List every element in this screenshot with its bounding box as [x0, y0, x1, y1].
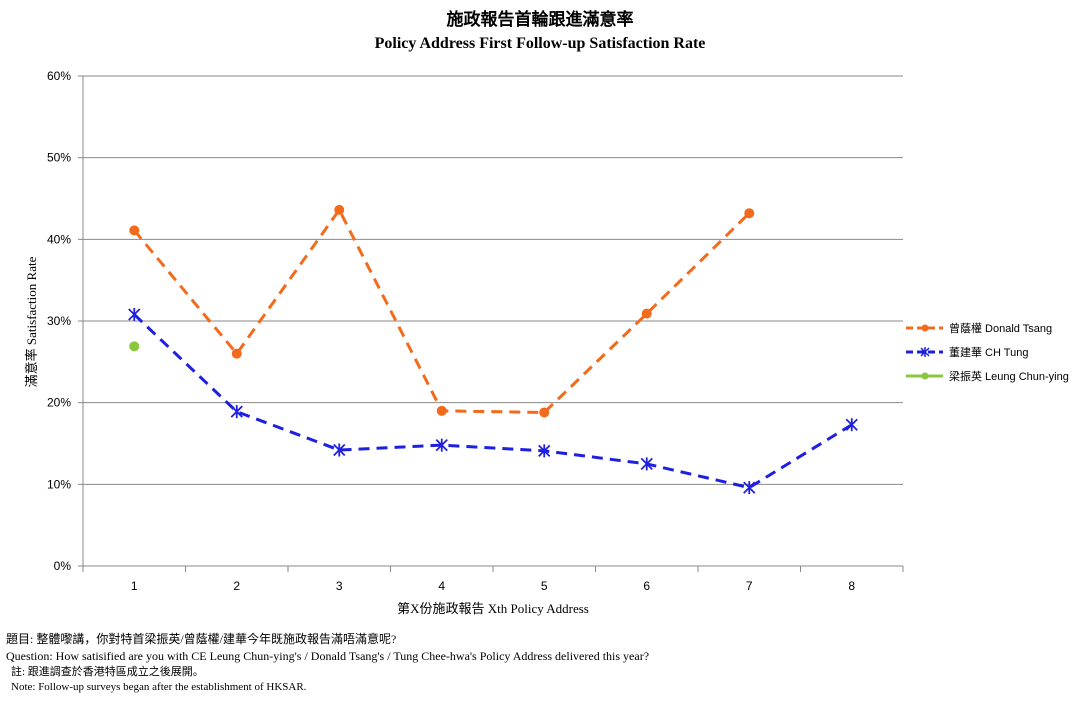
- x-tick-label: 2: [233, 579, 240, 593]
- y-tick-label: 40%: [47, 232, 71, 246]
- data-point-tung: [435, 438, 448, 452]
- x-tick-label: 1: [131, 579, 138, 593]
- legend-label: 曾蔭權 Donald Tsang: [949, 321, 1052, 335]
- legend-marker: [920, 347, 930, 357]
- data-point-tsang: [539, 407, 550, 418]
- x-tick-label: 3: [336, 579, 343, 593]
- data-point-tung: [845, 418, 858, 432]
- data-point-tung: [640, 457, 653, 471]
- x-tick-label: 8: [848, 579, 855, 593]
- legend-marker: [921, 324, 929, 332]
- y-tick-label: 60%: [47, 69, 71, 83]
- x-tick-label: 6: [643, 579, 650, 593]
- data-point-tung: [128, 307, 141, 321]
- legend-marker: [921, 372, 929, 380]
- data-point-tsang: [436, 405, 447, 416]
- data-point-tsang: [129, 225, 140, 236]
- notes: 題目: 整體嚟講，你對特首梁振英/曾蔭權/建華今年既施政報告滿唔滿意呢? Que…: [6, 631, 1066, 695]
- x-tick-label: 5: [541, 579, 548, 593]
- x-axis-ticks: 1 2 3 4 5 6 7 8: [82, 566, 904, 593]
- series-layer: [128, 204, 858, 495]
- y-tick-label: 30%: [47, 314, 71, 328]
- chart-title: 施政報告首輪跟進滿意率: [447, 9, 634, 29]
- data-point-leung: [129, 341, 140, 352]
- chart-subtitle: Policy Address First Follow-up Satisfact…: [375, 35, 706, 52]
- series-line-tung: [133, 313, 853, 490]
- legend-item-tsang: 曾蔭權 Donald Tsang: [906, 321, 1052, 335]
- legend-item-tung: 董建華 CH Tung: [906, 345, 1028, 359]
- data-point-tung: [743, 481, 756, 495]
- y-tick-label: 20%: [47, 396, 71, 410]
- data-point-tsang: [641, 308, 652, 319]
- data-point-tsang: [334, 204, 345, 215]
- question-en: Question: How satisified are you with CE…: [6, 649, 650, 663]
- x-axis-label: 第X份施政報告 Xth Policy Address: [397, 601, 589, 616]
- y-tick-label: 10%: [47, 477, 71, 491]
- data-point-tsang: [231, 348, 242, 359]
- x-tick-label: 4: [438, 579, 445, 593]
- legend-label: 梁振英 Leung Chun-ying: [949, 369, 1069, 383]
- gridlines: [83, 75, 903, 567]
- y-axis-label: 滿意率 Satisfaction Rate: [24, 256, 39, 387]
- legend-label: 董建華 CH Tung: [949, 345, 1028, 359]
- question-zh: 題目: 整體嚟講，你對特首梁振英/曾蔭權/建華今年既施政報告滿唔滿意呢?: [6, 632, 397, 646]
- data-point-tsang: [744, 208, 755, 219]
- note-en: Note: Follow-up surveys began after the …: [11, 681, 307, 693]
- data-point-tung: [230, 405, 243, 419]
- y-tick-label: 0%: [54, 559, 72, 573]
- y-axis-ticks: 0% 10% 20% 30% 40% 50% 60%: [47, 69, 83, 573]
- legend: 曾蔭權 Donald Tsang 董建華 CH Tung 梁振英 Leung Chu…: [906, 321, 1069, 383]
- x-tick-label: 7: [746, 579, 753, 593]
- legend-item-leung: 梁振英 Leung Chun-ying: [906, 369, 1069, 383]
- data-point-tung: [333, 443, 346, 457]
- data-point-tung: [538, 444, 551, 458]
- note-zh: 註: 跟進調查於香港特區成立之後展開。: [11, 666, 204, 678]
- y-tick-label: 50%: [47, 151, 71, 165]
- series-line-tsang: [133, 208, 751, 414]
